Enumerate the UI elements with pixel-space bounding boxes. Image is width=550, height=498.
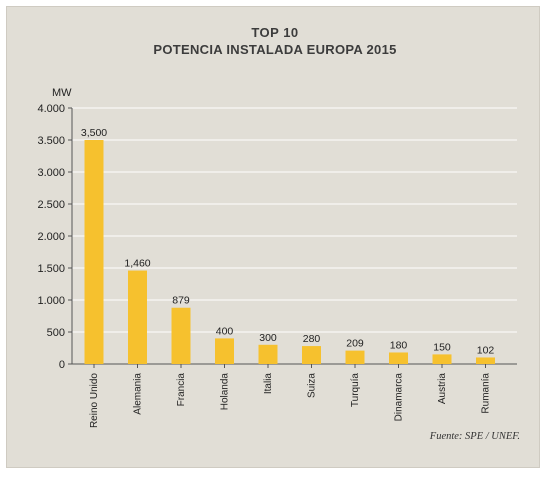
chart-title: TOP 10: [251, 25, 299, 40]
x-tick-label: Alemania: [133, 373, 144, 415]
y-tick-label: 4.000: [37, 103, 65, 115]
x-tick-label: Turquía: [350, 373, 361, 408]
bar: [432, 354, 452, 364]
data-label: 400: [216, 325, 234, 337]
data-label: 150: [433, 341, 451, 353]
bar: [345, 350, 365, 364]
x-tick-label: Francia: [176, 373, 187, 407]
bar: [302, 346, 321, 364]
x-tick-label: Reino Unido: [89, 373, 100, 428]
y-tick-label: 1.500: [37, 263, 65, 275]
data-label: 102: [477, 344, 495, 356]
x-tick-label: Austria: [437, 373, 448, 405]
x-tick-label: Rumanía: [481, 373, 492, 414]
y-tick-label: 3.500: [37, 135, 65, 147]
bar: [476, 357, 495, 364]
bar: [84, 140, 104, 364]
x-tick-label: Holanda: [220, 373, 231, 411]
y-tick-label: 500: [47, 327, 65, 339]
data-label: 180: [390, 339, 408, 351]
y-tick-label: 0: [59, 359, 65, 371]
y-tick-label: 3.000: [37, 167, 65, 179]
bar: [128, 270, 147, 364]
bar: [171, 307, 191, 364]
x-tick-label: Italia: [263, 373, 274, 395]
x-tick-label: Suiza: [307, 373, 318, 398]
data-label: 3,500: [81, 127, 107, 139]
bar: [258, 344, 278, 364]
data-label: 300: [259, 332, 277, 344]
bar: [215, 338, 234, 364]
y-tick-label: 2.500: [37, 199, 65, 211]
x-tick-label: Dinamarca: [394, 373, 405, 422]
data-label: 209: [346, 338, 364, 350]
y-tick-label: 1.000: [37, 295, 65, 307]
y-axis-label: MW: [52, 87, 72, 99]
data-label: 280: [303, 333, 321, 345]
source-note: Fuente: SPE / UNEF.: [429, 431, 520, 442]
data-label: 1,460: [124, 258, 150, 270]
data-label: 879: [172, 295, 190, 307]
chart-subtitle: POTENCIA INSTALADA EUROPA 2015: [153, 42, 397, 57]
y-tick-label: 2.000: [37, 231, 65, 243]
bar: [389, 352, 408, 364]
